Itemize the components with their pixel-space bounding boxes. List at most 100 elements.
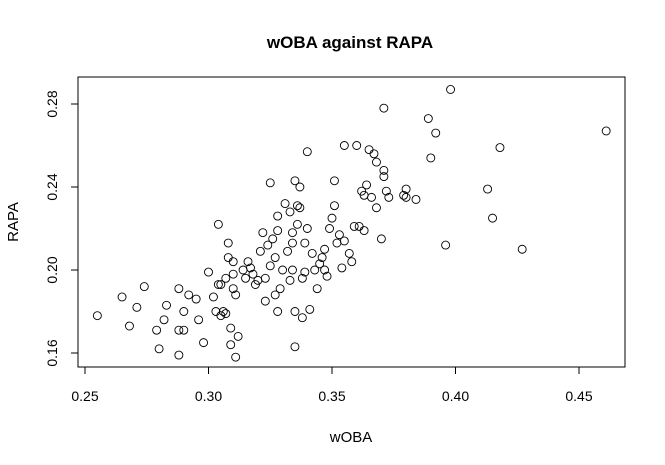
data-point: [288, 238, 297, 248]
data-point: [265, 261, 275, 271]
data-point: [302, 147, 312, 157]
data-point: [288, 265, 297, 275]
data-point: [228, 284, 238, 294]
x-tick-label: 0.25: [71, 388, 98, 404]
data-point: [231, 290, 241, 300]
data-point: [300, 267, 310, 277]
data-point: [292, 219, 302, 229]
data-point: [411, 194, 421, 204]
data-point: [221, 273, 231, 283]
data-point: [228, 257, 238, 267]
data-point: [384, 192, 394, 202]
data-point: [339, 236, 349, 246]
data-point: [426, 153, 436, 163]
data-point: [213, 280, 223, 289]
data-point: [347, 257, 357, 267]
plot-frame: [77, 76, 626, 368]
data-point: [339, 141, 349, 150]
data-point: [364, 145, 374, 155]
data-point: [184, 290, 194, 300]
x-axis: 0.25 0.30 0.35 0.40 0.45: [71, 366, 593, 404]
data-point: [152, 325, 162, 335]
data-point: [285, 275, 295, 285]
data-point: [194, 315, 204, 325]
data-point: [483, 184, 493, 194]
data-point: [132, 302, 142, 312]
y-tick-label: 0.28: [44, 90, 60, 117]
data-point: [204, 267, 213, 277]
data-point: [441, 240, 451, 250]
x-tick-label: 0.40: [442, 388, 469, 404]
data-point: [248, 269, 258, 279]
data-point: [238, 265, 248, 275]
data-point: [265, 178, 275, 188]
data-point: [174, 325, 184, 335]
y-axis: 0.16 0.20 0.24 0.28: [44, 90, 79, 367]
data-point: [300, 238, 310, 248]
x-tick-label: 0.35: [318, 388, 345, 404]
y-tick-label: 0.16: [44, 339, 60, 366]
data-point: [268, 234, 278, 244]
data-point: [270, 290, 280, 300]
data-point: [330, 176, 339, 186]
data-point: [379, 103, 389, 113]
data-point: [231, 352, 241, 362]
data-point: [325, 224, 334, 233]
data-point: [260, 273, 270, 283]
data-point: [344, 248, 354, 258]
data-point: [216, 280, 226, 289]
data-point: [273, 307, 283, 316]
data-point: [488, 213, 497, 223]
data-point: [208, 292, 218, 302]
data-point: [241, 273, 251, 283]
data-point: [154, 344, 164, 354]
data-point: [233, 331, 243, 341]
data-point: [423, 114, 433, 123]
data-point: [307, 248, 317, 258]
data-point: [334, 230, 344, 240]
data-point: [431, 128, 441, 138]
data-point: [288, 228, 297, 238]
data-point: [92, 311, 102, 321]
y-tick-label: 0.24: [44, 173, 60, 200]
data-point: [315, 259, 325, 269]
data-point: [317, 253, 327, 262]
data-point: [601, 126, 611, 136]
data-point: [125, 321, 134, 331]
data-point: [295, 182, 305, 192]
data-point: [322, 271, 332, 281]
data-point: [179, 325, 189, 335]
data-point: [367, 192, 376, 202]
data-point: [297, 273, 307, 283]
data-point: [162, 300, 171, 310]
data-point: [223, 238, 233, 248]
data-point: [174, 284, 184, 294]
data-point: [297, 313, 307, 323]
data-point: [117, 292, 127, 302]
data-point: [401, 192, 411, 202]
y-axis-label: RAPA: [5, 202, 22, 242]
data-point: [352, 141, 362, 150]
data-point: [283, 246, 292, 256]
data-point: [290, 176, 300, 186]
data-point: [302, 224, 312, 233]
data-point: [159, 315, 169, 325]
x-tick-label: 0.45: [565, 388, 592, 404]
data-point: [258, 228, 268, 238]
data-point: [327, 213, 337, 223]
data-point: [381, 186, 391, 196]
data-point: [260, 296, 270, 306]
chart-title: wOBA against RAPA: [266, 33, 433, 52]
data-point: [372, 157, 381, 167]
data-point: [320, 265, 330, 275]
data-point: [179, 307, 189, 316]
data-point: [376, 234, 386, 244]
data-point: [223, 253, 233, 262]
data-point: [246, 263, 255, 273]
data-point: [379, 165, 389, 175]
data-point: [290, 342, 300, 352]
data-point: [292, 201, 302, 211]
data-points: [92, 85, 611, 362]
data-point: [270, 253, 280, 262]
